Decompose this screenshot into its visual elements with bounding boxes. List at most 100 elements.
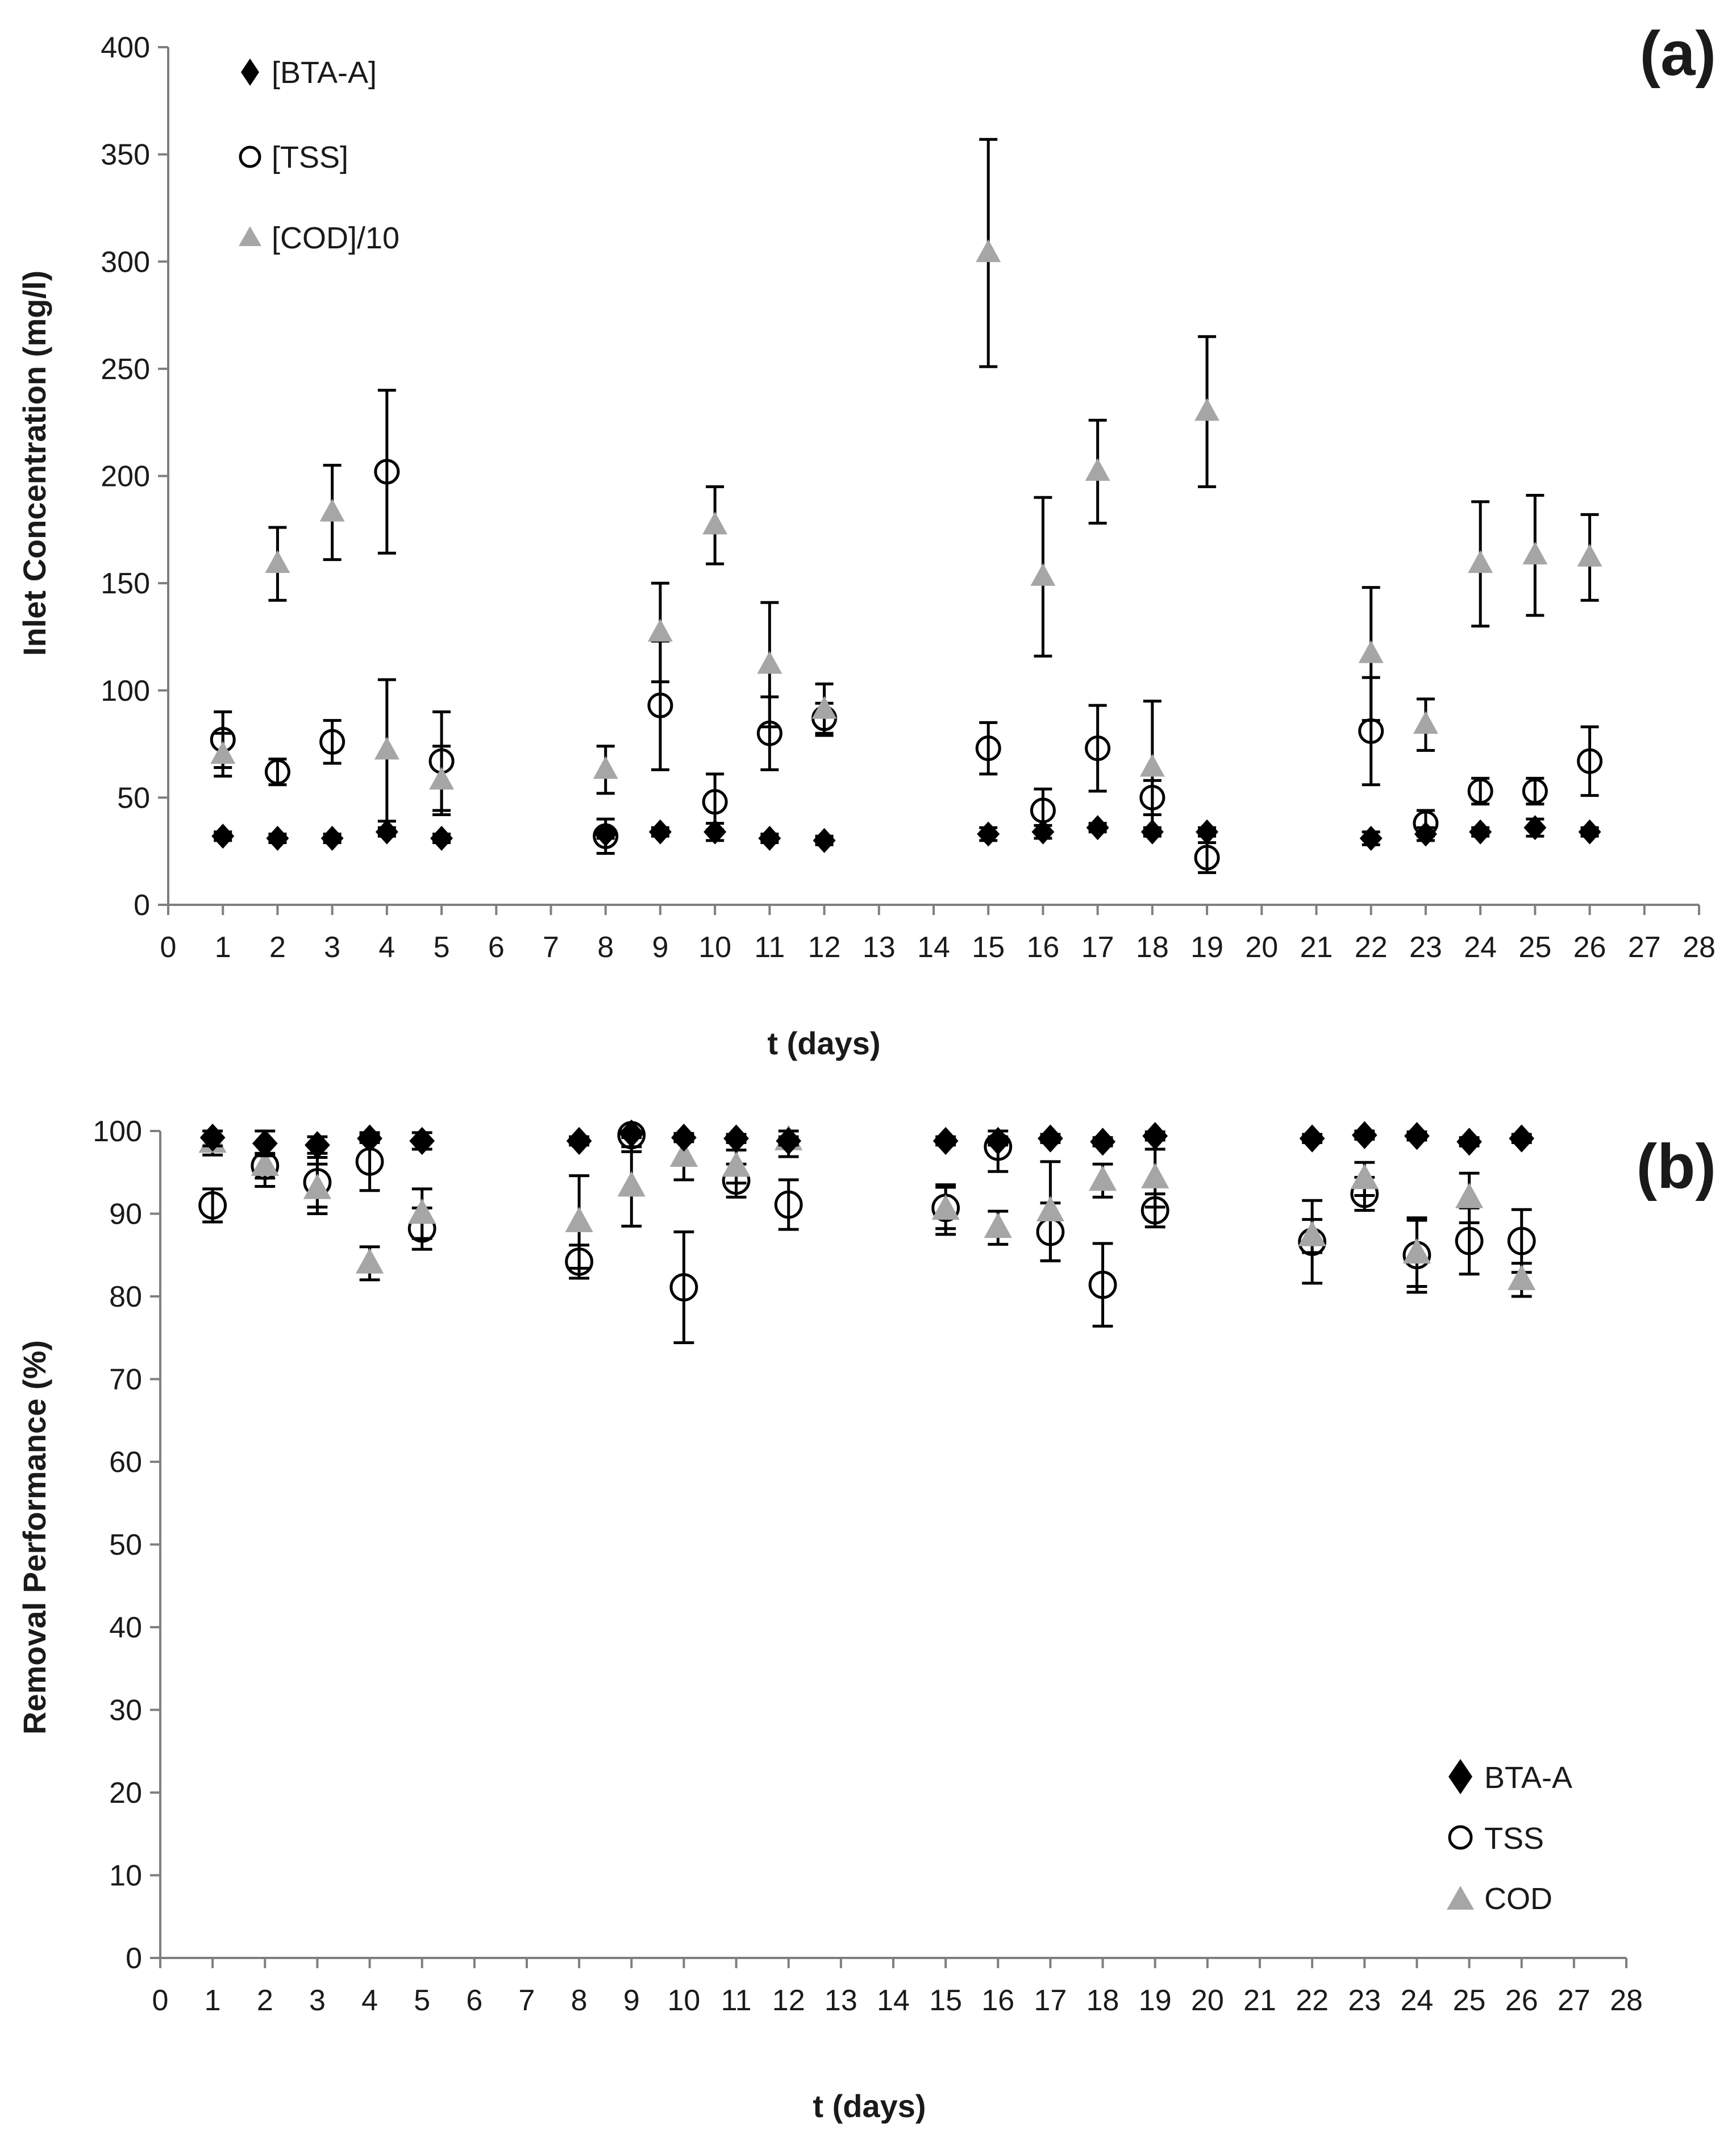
chart-b-legend-item-bta: BTA-A: [1448, 1759, 1572, 1795]
chart-a-y-tick-label: 50: [117, 781, 150, 814]
chart-b-x-tick-label: 6: [466, 1984, 482, 2017]
chart-b-x-tick-label: 8: [571, 1984, 588, 2017]
chart-b-point-bta: [985, 1126, 1011, 1155]
chart-b-y-tick-label: 100: [93, 1115, 142, 1148]
chart-a-point-cod: [1030, 563, 1056, 586]
chart-b-point-cod: [1402, 1238, 1431, 1264]
chart-a-legend-item-tss: [TSS]: [239, 140, 348, 174]
chart-panel-a: 0 1 2 3 4 5 6 7 8 9 10 11 12 13 14 15 16 17 18 19 20 21 22 23 24…: [16, 19, 1716, 1061]
chart-a-point-bta: [1031, 819, 1055, 845]
chart-a-x-tick-label: 18: [1136, 931, 1169, 964]
chart-b-x-tick-label: 17: [1034, 1984, 1067, 2017]
chart-b-x-tick-label: 5: [414, 1984, 430, 2017]
chart-b-x-tick-label: 26: [1505, 1984, 1538, 2017]
chart-a-point-bta: [594, 821, 617, 847]
chart-a-point-tss: [1522, 778, 1548, 804]
chart-b-point-cod: [251, 1150, 279, 1176]
chart-b-point-bta: [1351, 1121, 1377, 1149]
chart-a-x-tick-label: 4: [378, 931, 395, 964]
chart-a-point-cod: [647, 618, 673, 642]
chart-a-point-bta: [266, 826, 289, 851]
chart-b-point-bta: [1404, 1122, 1430, 1150]
chart-b-point-cod: [1088, 1165, 1117, 1191]
chart-a-point-tss: [1577, 748, 1603, 774]
chart-a-y-tick-label: 0: [134, 889, 150, 922]
chart-a-point-bta: [211, 824, 235, 849]
chart-b-x-tick-label: 20: [1191, 1984, 1224, 2017]
chart-a-point-cod: [374, 737, 399, 760]
chart-b-point-cod: [355, 1248, 384, 1274]
chart-b-x-tick-label: 13: [825, 1984, 857, 2017]
chart-b-y-tick-label: 0: [126, 1942, 142, 1975]
chart-a-x-tick-label: 6: [488, 931, 505, 964]
chart-b-point-bta: [1509, 1124, 1535, 1153]
chart-a-legend-label-cod: [COD]/10: [272, 221, 399, 255]
chart-a-x-tick-label: 14: [917, 931, 950, 964]
chart-a-x-tick-label: 17: [1081, 931, 1114, 964]
chart-b-point-tss: [774, 1190, 803, 1219]
chart-b-errorbar-tss: [202, 1187, 223, 1224]
chart-a-point-tss: [374, 459, 400, 485]
chart-b-y-tick-label: 90: [109, 1198, 142, 1231]
chart-a-point-bta: [758, 826, 781, 851]
chart-b-x-tick-label: 7: [519, 1984, 535, 2017]
chart-b-x-tick-label: 0: [152, 1984, 169, 2017]
chart-a-x-tick-label: 27: [1628, 931, 1661, 964]
chart-a-y-tick-label: 250: [101, 353, 150, 386]
chart-a-x-tick-label: 7: [543, 931, 559, 964]
chart-a-x-tick-label: 3: [324, 931, 340, 964]
chart-b-x-tick-label: 15: [929, 1984, 962, 2017]
chart-b-legend-label-tss: TSS: [1484, 1822, 1544, 1856]
chart-b-x-tick-label: 19: [1139, 1984, 1172, 2017]
chart-a-x-tick-label: 19: [1190, 931, 1223, 964]
chart-b-x-axis-title: t (days): [813, 2088, 926, 2124]
chart-a-point-tss: [264, 759, 290, 785]
chart-b-errorbar-tss: [778, 1178, 799, 1231]
chart-a-errorbar-tss: [1471, 776, 1490, 806]
chart-a-point-cod: [1577, 543, 1602, 567]
chart-b-x-tick-label: 25: [1453, 1984, 1486, 2017]
chart-a-x-tick-label: 9: [652, 931, 668, 964]
chart-b-point-bta: [932, 1126, 959, 1155]
chart-a-point-cod: [1358, 640, 1384, 663]
chart-b-point-cod: [931, 1194, 960, 1220]
chart-a-legend-item-cod: [COD]/10: [239, 221, 399, 255]
chart-b-point-cod: [984, 1212, 1012, 1238]
chart-a-marks: [210, 138, 1603, 874]
chart-b-y-tick-label: 20: [109, 1777, 142, 1810]
chart-b-point-bta: [252, 1129, 278, 1158]
chart-a-errorbar-tss: [1526, 776, 1545, 806]
chart-b-marks: [198, 1119, 1536, 1344]
chart-a-x-tick-label: 2: [269, 931, 286, 964]
chart-b-y-axis-title: Removal Performance (%): [16, 1340, 52, 1735]
chart-a-x-tick-label: 22: [1355, 931, 1388, 964]
chart-a-legend: [BTA-A] [TSS] [COD]/10: [239, 56, 399, 255]
chart-b-x-tick-label: 10: [668, 1984, 701, 2017]
chart-a-point-cod: [1194, 398, 1220, 421]
chart-b-point-bta: [618, 1119, 644, 1148]
chart-a-point-cod: [593, 756, 618, 779]
chart-b-point-bta: [1090, 1128, 1115, 1156]
chart-a-point-cod: [1085, 458, 1110, 481]
chart-a-point-cod: [811, 696, 837, 719]
chart-a-x-tick-label: 0: [160, 931, 177, 964]
chart-b-x-tick-label: 1: [205, 1984, 221, 2017]
chart-a-y-tick-label: 300: [101, 246, 150, 278]
chart-a-point-tss: [319, 729, 345, 755]
chart-a-y-axis-title: Inlet Concentration (mg/l): [16, 271, 52, 656]
chart-a-x-tick-label: 28: [1683, 931, 1716, 964]
chart-b-point-bta: [776, 1126, 802, 1155]
chart-a-y-tick-label: 400: [101, 31, 150, 64]
chart-b-point-tss: [1507, 1226, 1536, 1255]
chart-a-x-tick-label: 24: [1464, 931, 1497, 964]
chart-b-x-tick-label: 28: [1610, 1984, 1643, 2017]
chart-a-x-tick-label: 25: [1518, 931, 1551, 964]
chart-a-point-cod: [1522, 542, 1548, 565]
chart-b-point-cod: [1455, 1182, 1484, 1208]
chart-b-point-cod: [408, 1198, 436, 1224]
chart-b-legend-marker-bta: [1448, 1759, 1472, 1794]
chart-b-point-bta: [566, 1126, 592, 1155]
chart-b-errorbar-tss: [1092, 1242, 1113, 1328]
chart-b-y-tick-label: 80: [109, 1280, 142, 1313]
chart-b-x-tick-label: 23: [1348, 1984, 1381, 2017]
